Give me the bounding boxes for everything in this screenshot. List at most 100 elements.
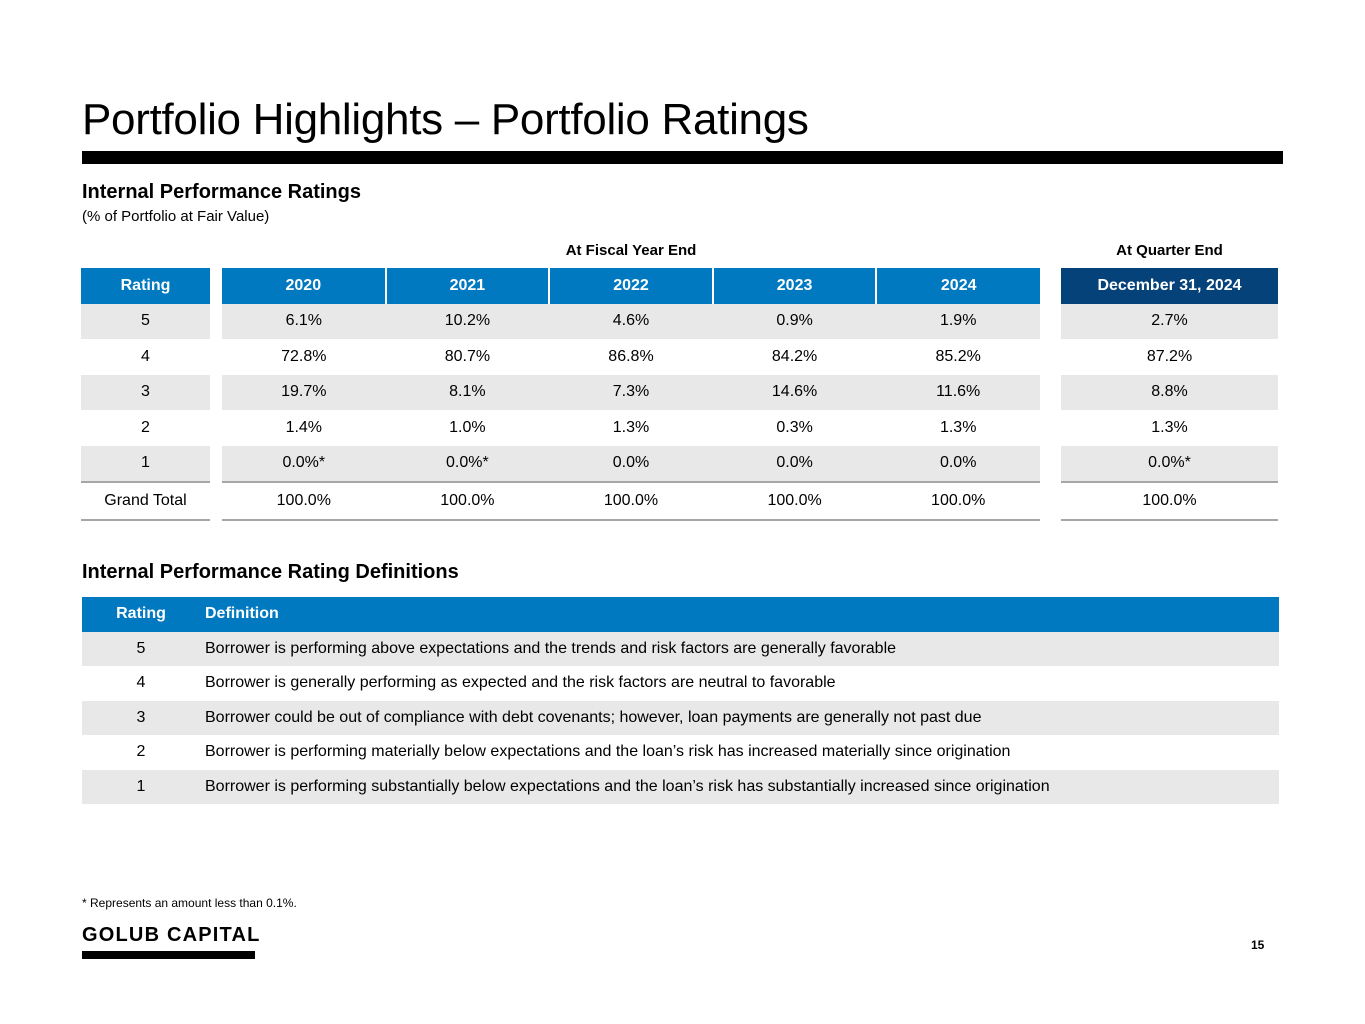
value-cell: 8.1% <box>385 374 550 410</box>
value-cell: 100.0% <box>876 481 1040 521</box>
table-row: 0.0%* 0.0%* 0.0% 0.0% 0.0% <box>222 445 1040 482</box>
rating-cell: 1 <box>81 445 210 482</box>
definitions-table: Rating Definition 5 Borrower is performi… <box>82 597 1279 804</box>
year-header: 2023 <box>711 268 877 304</box>
page-number: 15 <box>1251 938 1265 952</box>
value-cell: 1.0% <box>449 418 486 436</box>
footnote: * Represents an amount less than 0.1%. <box>82 896 297 910</box>
logo-text: GOLUB CAPITAL <box>82 924 261 946</box>
value-cell: 72.8% <box>281 347 327 365</box>
rating-cell: Grand Total <box>81 481 210 521</box>
table-row: 3 Borrower could be out of compliance wi… <box>82 700 1279 735</box>
grand-total-row: 100.0% 100.0% 100.0% 100.0% 100.0% <box>222 481 1040 521</box>
value-cell: 85.2% <box>935 347 981 365</box>
table-row: 2 Borrower is performing materially belo… <box>82 735 1279 770</box>
value-cell: 0.0%* <box>222 445 386 482</box>
value-cell: 1.9% <box>876 303 1040 339</box>
value-cell: 0.0%* <box>385 445 550 482</box>
definition-rating: 3 <box>82 700 200 735</box>
title-divider <box>82 151 1283 164</box>
value-cell: 84.2% <box>771 347 818 365</box>
definition-text: Borrower is performing materially below … <box>205 743 1011 761</box>
value-cell: 100.0% <box>549 481 713 521</box>
logo-underline <box>82 951 255 959</box>
definition-text: Borrower is performing above expectation… <box>200 631 1279 666</box>
value-cell: 0.0% <box>549 445 713 482</box>
value-cell: 10.2% <box>385 303 550 339</box>
table-row: 19.7% 8.1% 7.3% 14.6% 11.6% <box>222 374 1040 410</box>
value-cell: 7.3% <box>549 374 713 410</box>
rating-cell: 5 <box>81 303 210 339</box>
rating-cell: 3 <box>81 374 210 410</box>
ratings-section-title: Internal Performance Ratings <box>82 181 361 203</box>
value-cell: 100.0% <box>1061 481 1278 521</box>
quarter-header: December 31, 2024 <box>1061 268 1278 304</box>
value-cell: 100.0% <box>222 481 386 521</box>
definitions-section-title: Internal Performance Rating Definitions <box>82 561 459 583</box>
table-row: 5 Borrower is performing above expectati… <box>82 631 1279 666</box>
table-row: 2.7% <box>1061 303 1278 339</box>
value-cell: 1.3% <box>612 418 650 436</box>
table-row: 1.4% 1.0% 1.3% 0.3% 1.3% <box>222 410 1040 446</box>
year-header: 2021 <box>384 268 550 304</box>
value-cell: 0.0% <box>876 445 1040 482</box>
value-cell: 1.3% <box>939 418 977 436</box>
value-cell: 4.6% <box>549 303 713 339</box>
value-cell: 19.7% <box>222 374 386 410</box>
definition-text: Borrower is generally performing as expe… <box>205 674 836 692</box>
definition-rating: 2 <box>136 743 146 761</box>
ratings-fiscal-year-table: 2020 2021 2022 2023 2024 6.1% 10.2% 4.6%… <box>222 268 1040 521</box>
table-row: 0.0%* <box>1061 445 1278 482</box>
value-cell: 6.1% <box>222 303 386 339</box>
table-row: 3 <box>81 374 210 410</box>
value-cell: 14.6% <box>712 374 877 410</box>
grand-total-row: Grand Total <box>81 481 210 521</box>
table-row: 8.8% <box>1061 374 1278 410</box>
definition-rating: 5 <box>82 631 200 666</box>
definitions-definition-header: Definition <box>200 597 1279 632</box>
value-cell: 2.7% <box>1061 303 1278 339</box>
value-cell: 0.9% <box>712 303 877 339</box>
grand-total-row: 100.0% <box>1061 481 1278 521</box>
table-row: 1 Borrower is performing substantially b… <box>82 769 1279 804</box>
rating-cell: 4 <box>141 347 150 365</box>
table-row: 87.2% <box>1061 339 1278 375</box>
ratings-subtitle: (% of Portfolio at Fair Value) <box>82 208 270 225</box>
value-cell: 80.7% <box>444 347 491 365</box>
year-header: 2022 <box>548 268 713 304</box>
table-row: 6.1% 10.2% 4.6% 0.9% 1.9% <box>222 303 1040 339</box>
definition-rating: 1 <box>82 769 200 804</box>
definitions-rating-header: Rating <box>82 597 200 632</box>
ratings-quarter-end-table: December 31, 2024 2.7% 87.2% 8.8% 1.3% 0… <box>1061 268 1278 521</box>
quarter-end-label: At Quarter End <box>1116 242 1223 259</box>
rating-cell: 2 <box>141 418 150 436</box>
definition-text: Borrower could be out of compliance with… <box>200 700 1279 735</box>
table-row: 1 <box>81 445 210 482</box>
value-cell: 87.2% <box>1146 347 1193 365</box>
year-header: 2020 <box>222 268 386 304</box>
value-cell: 86.8% <box>608 347 654 365</box>
value-cell: 1.4% <box>285 418 323 436</box>
year-header: 2024 <box>875 268 1040 304</box>
table-row: 72.8% 80.7% 86.8% 84.2% 85.2% <box>222 339 1040 375</box>
page-title: Portfolio Highlights – Portfolio Ratings <box>82 95 809 144</box>
table-row: 5 <box>81 303 210 339</box>
value-cell: 0.0% <box>712 445 877 482</box>
table-row: 4 Borrower is generally performing as ex… <box>82 666 1279 701</box>
table-row: 2 <box>81 410 210 446</box>
value-cell: 8.8% <box>1061 374 1278 410</box>
fiscal-year-end-label: At Fiscal Year End <box>565 242 697 259</box>
definition-rating: 4 <box>136 674 146 692</box>
table-row: 1.3% <box>1061 410 1278 446</box>
value-cell: 0.0%* <box>1061 445 1278 482</box>
value-cell: 1.3% <box>1151 418 1188 436</box>
golub-capital-logo: GOLUB CAPITAL <box>82 924 261 959</box>
rating-header: Rating <box>81 268 210 304</box>
value-cell: 0.3% <box>776 418 813 436</box>
value-cell: 100.0% <box>712 481 877 521</box>
value-cell: 11.6% <box>876 374 1040 410</box>
ratings-rating-column: Rating 5 4 3 2 1 Grand Total <box>81 268 210 521</box>
table-row: 4 <box>81 339 210 375</box>
definition-text: Borrower is performing substantially bel… <box>200 769 1279 804</box>
value-cell: 100.0% <box>385 481 550 521</box>
